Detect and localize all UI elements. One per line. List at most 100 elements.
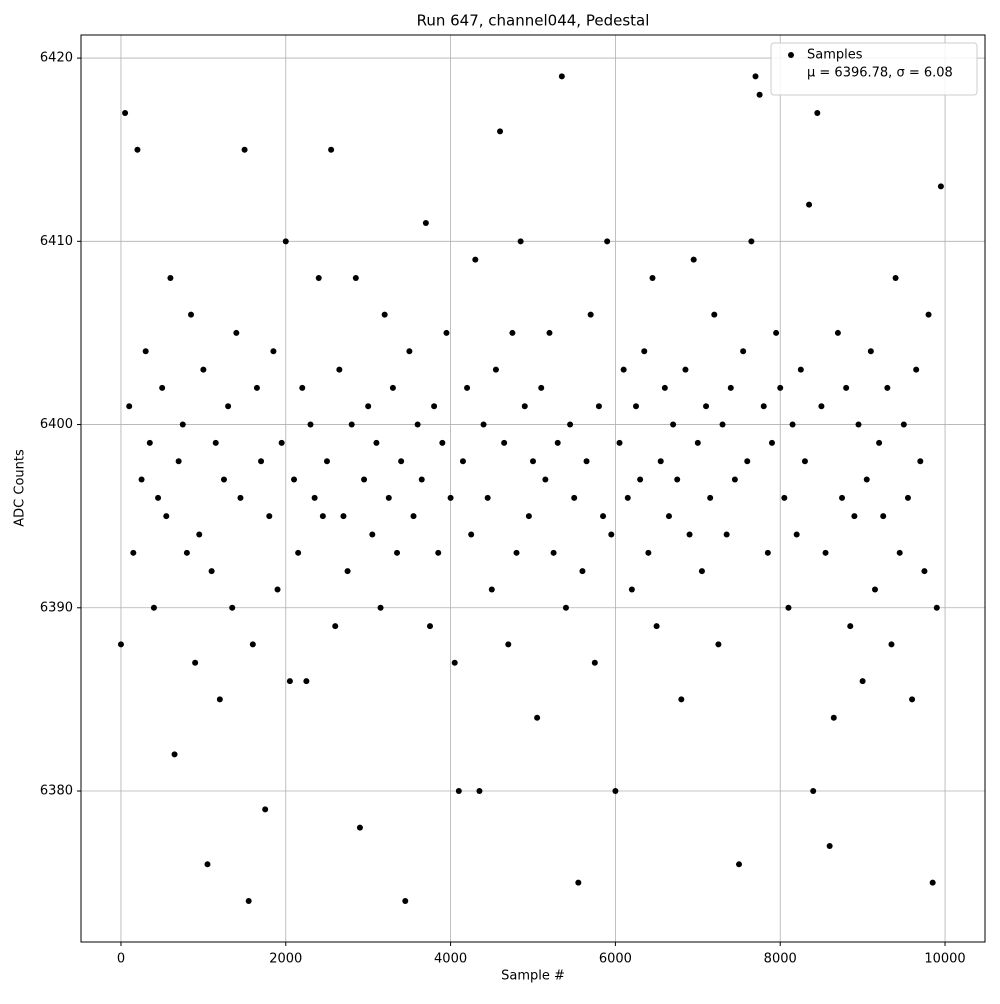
point [925,311,932,318]
point [876,439,883,446]
point [509,329,516,336]
point [752,73,759,80]
point [188,311,195,318]
point [880,513,887,520]
point [785,604,792,611]
point [534,714,541,721]
legend-label: Samples [807,48,863,63]
point [323,458,330,465]
point [773,329,780,336]
point [291,476,298,483]
point [562,604,569,611]
point [888,641,895,648]
point [933,604,940,611]
point [307,421,314,428]
point [884,384,891,391]
point [220,476,227,483]
point [839,494,846,501]
point [455,788,462,795]
point [122,110,129,117]
point [847,623,854,630]
legend-box [770,42,978,96]
point [830,714,837,721]
x-tick-label: 6000 [599,952,632,967]
point [295,549,302,556]
y-tick-label: 6420 [40,51,73,66]
point [793,531,800,538]
point [356,824,363,831]
point [727,384,734,391]
point [286,678,293,685]
point [649,274,656,281]
point [229,604,236,611]
point [616,439,623,446]
y-axis-label: ADC Counts [13,449,28,527]
point [497,128,504,135]
point [698,568,705,575]
point [637,476,644,483]
point [266,513,273,520]
point [764,549,771,556]
point [484,494,491,501]
point [377,604,384,611]
point [204,861,211,868]
point [348,421,355,428]
point [513,549,520,556]
point [665,513,672,520]
point [319,513,326,520]
point [525,513,532,520]
point [517,238,524,245]
point [344,568,351,575]
point [620,366,627,373]
point [851,513,858,520]
point [801,458,808,465]
point [904,494,911,501]
point [715,641,722,648]
legend-note: μ = 6396.78, σ = 6.08 [807,66,953,81]
point [806,201,813,208]
point [332,623,339,630]
point [645,549,652,556]
point [682,366,689,373]
point [134,146,141,153]
point [587,311,594,318]
point [426,623,433,630]
y-tick-label: 6380 [40,784,73,799]
point [810,788,817,795]
x-tick-label: 8000 [764,952,797,967]
point [674,476,681,483]
point [117,641,124,648]
point [212,439,219,446]
point [505,641,512,648]
point [381,311,388,318]
point [402,897,409,904]
point [937,183,944,190]
point [501,439,508,446]
point [690,256,697,263]
point [472,256,479,263]
y-tick-label: 6400 [40,417,73,432]
point [892,274,899,281]
point [179,421,186,428]
point [575,879,582,886]
point [900,421,907,428]
point [150,604,157,611]
point [863,476,870,483]
point [653,623,660,630]
point [431,403,438,410]
point [694,439,701,446]
point [245,897,252,904]
point [192,659,199,666]
point [336,366,343,373]
point [488,586,495,593]
point [703,403,710,410]
point [657,458,664,465]
point [142,348,149,355]
point [167,274,174,281]
point [608,531,615,538]
x-tick-label: 0 [117,952,125,967]
point [909,696,916,703]
point [921,568,928,575]
point [389,384,396,391]
point [719,421,726,428]
